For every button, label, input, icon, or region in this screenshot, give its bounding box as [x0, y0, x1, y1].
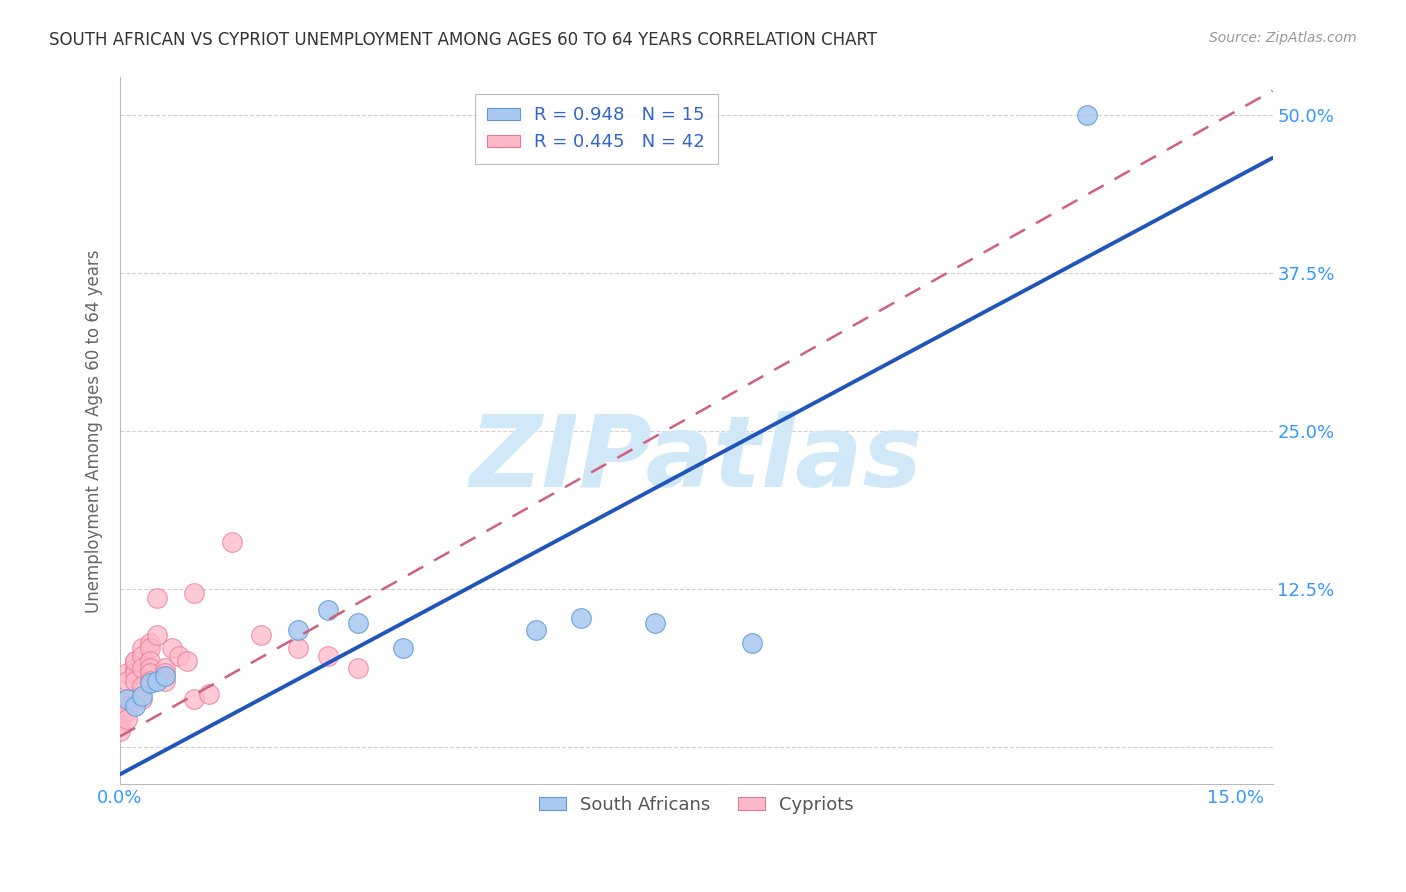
Point: [108, 724, 131, 739]
Text: Source: ZipAtlas.com: Source: ZipAtlas.com: [1209, 31, 1357, 45]
Text: SOUTH AFRICAN VS CYPRIOT UNEMPLOYMENT AMONG AGES 60 TO 64 YEARS CORRELATION CHAR: SOUTH AFRICAN VS CYPRIOT UNEMPLOYMENT AM…: [49, 31, 877, 49]
Point: [153, 669, 176, 683]
Point: [741, 636, 763, 650]
Point: [153, 666, 176, 681]
Point: [124, 699, 146, 714]
Point: [108, 716, 131, 731]
Point: [153, 673, 176, 688]
Point: [108, 712, 131, 726]
Point: [391, 641, 413, 656]
Point: [117, 666, 139, 681]
Point: [117, 712, 139, 726]
Point: [146, 673, 169, 688]
Point: [221, 535, 243, 549]
Legend: South Africans, Cypriots: South Africans, Cypriots: [527, 785, 865, 825]
Point: [117, 673, 139, 688]
Y-axis label: Unemployment Among Ages 60 to 64 years: Unemployment Among Ages 60 to 64 years: [86, 249, 103, 613]
Point: [138, 654, 160, 668]
Point: [316, 648, 339, 663]
Point: [117, 691, 139, 706]
Point: [160, 641, 183, 656]
Point: [138, 666, 160, 681]
Point: [153, 661, 176, 675]
Point: [124, 661, 146, 675]
Point: [124, 654, 146, 668]
Point: [250, 628, 273, 642]
Point: [183, 691, 205, 706]
Point: [569, 611, 592, 625]
Point: [198, 687, 221, 701]
Point: [124, 654, 146, 668]
Point: [131, 691, 153, 706]
Point: [108, 701, 131, 715]
Point: [131, 689, 153, 703]
Point: [117, 704, 139, 718]
Point: [124, 673, 146, 688]
Point: [287, 624, 309, 638]
Point: [138, 673, 160, 688]
Point: [169, 648, 191, 663]
Point: [131, 641, 153, 656]
Point: [138, 641, 160, 656]
Point: [146, 628, 169, 642]
Point: [287, 641, 309, 656]
Point: [138, 636, 160, 650]
Point: [138, 676, 160, 690]
Point: [131, 648, 153, 663]
Point: [183, 585, 205, 599]
Point: [176, 654, 198, 668]
Point: [1076, 108, 1098, 122]
Point: [347, 661, 370, 675]
Point: [138, 661, 160, 675]
Point: [131, 661, 153, 675]
Point: [316, 603, 339, 617]
Point: [644, 615, 666, 630]
Point: [146, 591, 169, 605]
Point: [131, 679, 153, 693]
Text: ZIPatlas: ZIPatlas: [470, 410, 922, 508]
Point: [524, 624, 547, 638]
Point: [124, 666, 146, 681]
Point: [347, 615, 370, 630]
Point: [117, 699, 139, 714]
Point: [117, 691, 139, 706]
